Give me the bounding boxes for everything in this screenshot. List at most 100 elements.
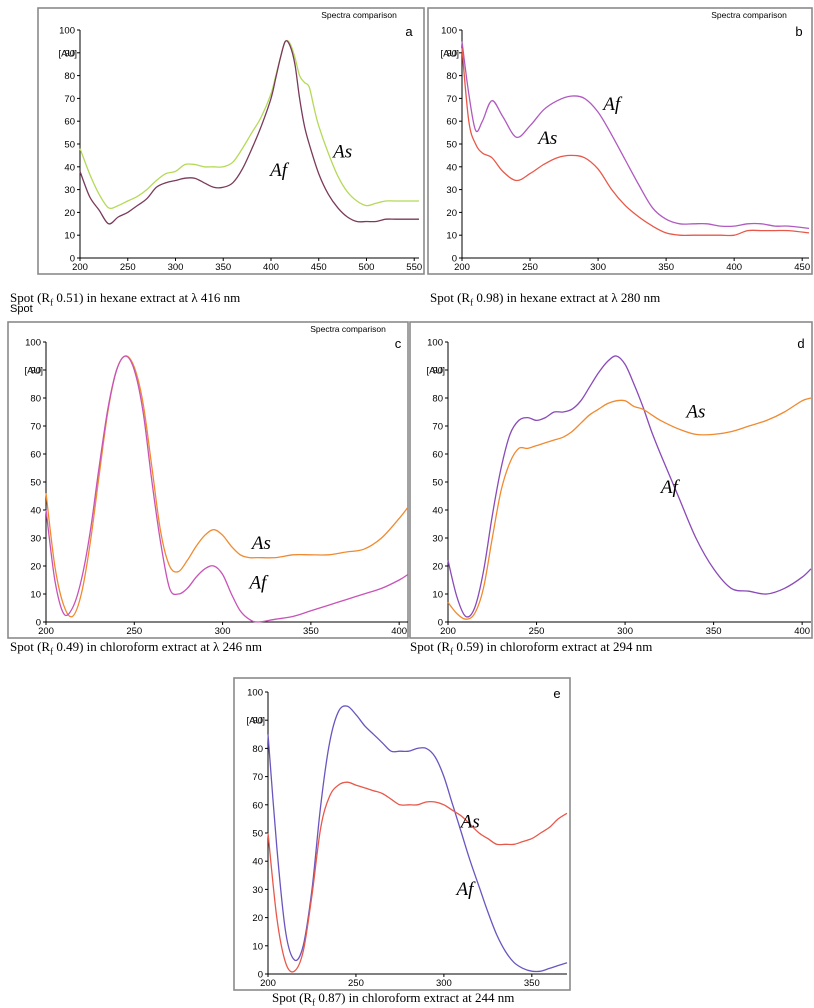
x-tick-label-a: 300 [168, 262, 184, 273]
y-tick-label-c: 40 [30, 506, 41, 517]
series-line-af-b [461, 41, 810, 230]
y-tick-label-d: 60 [432, 450, 443, 461]
x-tick-label-b: 200 [454, 262, 470, 273]
series-annotation-as-b: As [536, 128, 557, 149]
y-tick-label-d: 50 [432, 478, 443, 489]
y-tick-label-e: 100 [247, 688, 263, 699]
x-tick-label-a: 500 [359, 262, 375, 273]
x-tick-label-a: 350 [215, 262, 231, 273]
x-tick-label-e: 200 [260, 978, 276, 989]
series-line-af-a [79, 40, 419, 225]
series-line-as-d [447, 397, 812, 620]
series-annotation-af-c: Af [247, 572, 269, 593]
y-tick-label-b: 90 [446, 48, 457, 59]
y-tick-label-e: 70 [252, 772, 263, 783]
chart-panel-d: 0 10 20 30 40 50 60 70 80 90 100 200 250 300 350 400 [AU… [409, 321, 813, 639]
series-annotation-af-e: Af [455, 879, 477, 900]
chart-panel-a: 0 10 20 30 40 50 60 70 80 90 100 200 250 300 350 400 450… [37, 7, 425, 275]
y-tick-label-a: 60 [64, 117, 75, 128]
y-tick-label-b: 30 [446, 185, 457, 196]
y-tick-label-e: 20 [252, 913, 263, 924]
y-tick-label-d: 40 [432, 506, 443, 517]
series-annotation-af-a: Af [268, 160, 290, 181]
y-tick-label-a: 30 [64, 185, 75, 196]
caption-e: Spot (Rf 0.87) in chloroform extract at … [272, 990, 515, 1008]
panel-title-a: Spectra comparison [321, 10, 397, 20]
x-tick-label-a: 400 [263, 262, 279, 273]
y-tick-label-e: 40 [252, 857, 263, 868]
y-tick-label-c: 70 [30, 422, 41, 433]
panel-frame-c [7, 321, 409, 639]
y-unit-label-e: [AU] [247, 716, 265, 727]
x-tick-label-d: 300 [617, 626, 633, 637]
x-tick-label-d: 350 [706, 626, 722, 637]
y-tick-label-a: 100 [59, 26, 75, 37]
y-unit-label-d: [AU] [427, 366, 445, 377]
y-tick-label-e: 50 [252, 829, 263, 840]
y-unit-label-c: [AU] [25, 366, 43, 377]
y-unit-label-a: [AU] [59, 48, 77, 59]
panel-letter-b: b [795, 24, 802, 39]
caption-a: Spot (Rf 0.51) in hexane extract at λ 41… [10, 290, 241, 308]
y-tick-label-d: 80 [432, 394, 443, 405]
stray-spot-label: Spot [10, 303, 33, 315]
x-tick-label-d: 400 [794, 626, 810, 637]
y-tick-label-c: 30 [30, 534, 41, 545]
x-tick-label-d: 200 [440, 626, 456, 637]
y-tick-label-c: 0 [36, 618, 41, 629]
y-tick-label-e: 90 [252, 716, 263, 727]
series-annotation-as-d: As [684, 402, 705, 423]
x-tick-label-b: 300 [590, 262, 606, 273]
panel-frame-e [233, 677, 571, 991]
y-tick-label-b: 0 [452, 254, 457, 265]
panel-title-c: Spectra comparison [310, 324, 386, 334]
y-tick-label-c: 20 [30, 562, 41, 573]
x-tick-label-d: 250 [529, 626, 545, 637]
x-tick-label-c: 350 [303, 626, 319, 637]
x-tick-label-a: 450 [311, 262, 327, 273]
y-tick-label-b: 100 [441, 26, 457, 37]
panel-letter-c: c [395, 336, 402, 351]
series-line-as-a [79, 39, 419, 210]
x-tick-label-e: 300 [436, 978, 452, 989]
series-line-af-c [45, 355, 409, 623]
y-tick-label-d: 10 [432, 590, 443, 601]
series-annotation-af-b: Af [601, 94, 623, 115]
y-tick-label-e: 0 [258, 970, 263, 981]
y-tick-label-a: 50 [64, 140, 75, 151]
chart-panel-b: 0 10 20 30 40 50 60 70 80 90 100 200 250 300 350 400 450… [427, 7, 813, 275]
y-tick-label-e: 80 [252, 744, 263, 755]
x-tick-label-c: 200 [38, 626, 54, 637]
caption-c: Spot (Rf 0.49) in chloroform extract at … [10, 639, 262, 657]
y-tick-label-b: 60 [446, 117, 457, 128]
series-line-af-d [447, 355, 812, 618]
caption-d: Spot (Rf 0.59) in chloroform extract at … [410, 639, 653, 657]
y-tick-label-a: 40 [64, 162, 75, 173]
y-tick-label-b: 20 [446, 208, 457, 219]
series-annotation-af-d: Af [659, 477, 681, 498]
y-tick-label-c: 60 [30, 450, 41, 461]
x-tick-label-b: 450 [794, 262, 810, 273]
panel-frame-b [427, 7, 813, 275]
panel-letter-d: d [797, 336, 804, 351]
x-tick-label-a: 200 [72, 262, 88, 273]
y-tick-label-c: 50 [30, 478, 41, 489]
y-tick-label-b: 70 [446, 94, 457, 105]
y-tick-label-b: 50 [446, 140, 457, 151]
x-tick-label-c: 250 [126, 626, 142, 637]
panel-letter-e: e [553, 686, 560, 701]
y-tick-label-d: 90 [432, 366, 443, 377]
y-tick-label-b: 10 [446, 231, 457, 242]
y-tick-label-c: 10 [30, 590, 41, 601]
x-tick-label-c: 300 [215, 626, 231, 637]
panel-letter-a: a [405, 24, 413, 39]
y-tick-label-a: 20 [64, 208, 75, 219]
x-tick-label-a: 250 [120, 262, 136, 273]
y-tick-label-a: 80 [64, 71, 75, 82]
chart-panel-c: 0 10 20 30 40 50 60 70 80 90 100 200 250 300 350 400 [AU… [7, 321, 409, 639]
series-line-af-e [267, 705, 568, 973]
x-tick-label-b: 250 [522, 262, 538, 273]
y-tick-label-e: 10 [252, 941, 263, 952]
y-tick-label-a: 10 [64, 231, 75, 242]
